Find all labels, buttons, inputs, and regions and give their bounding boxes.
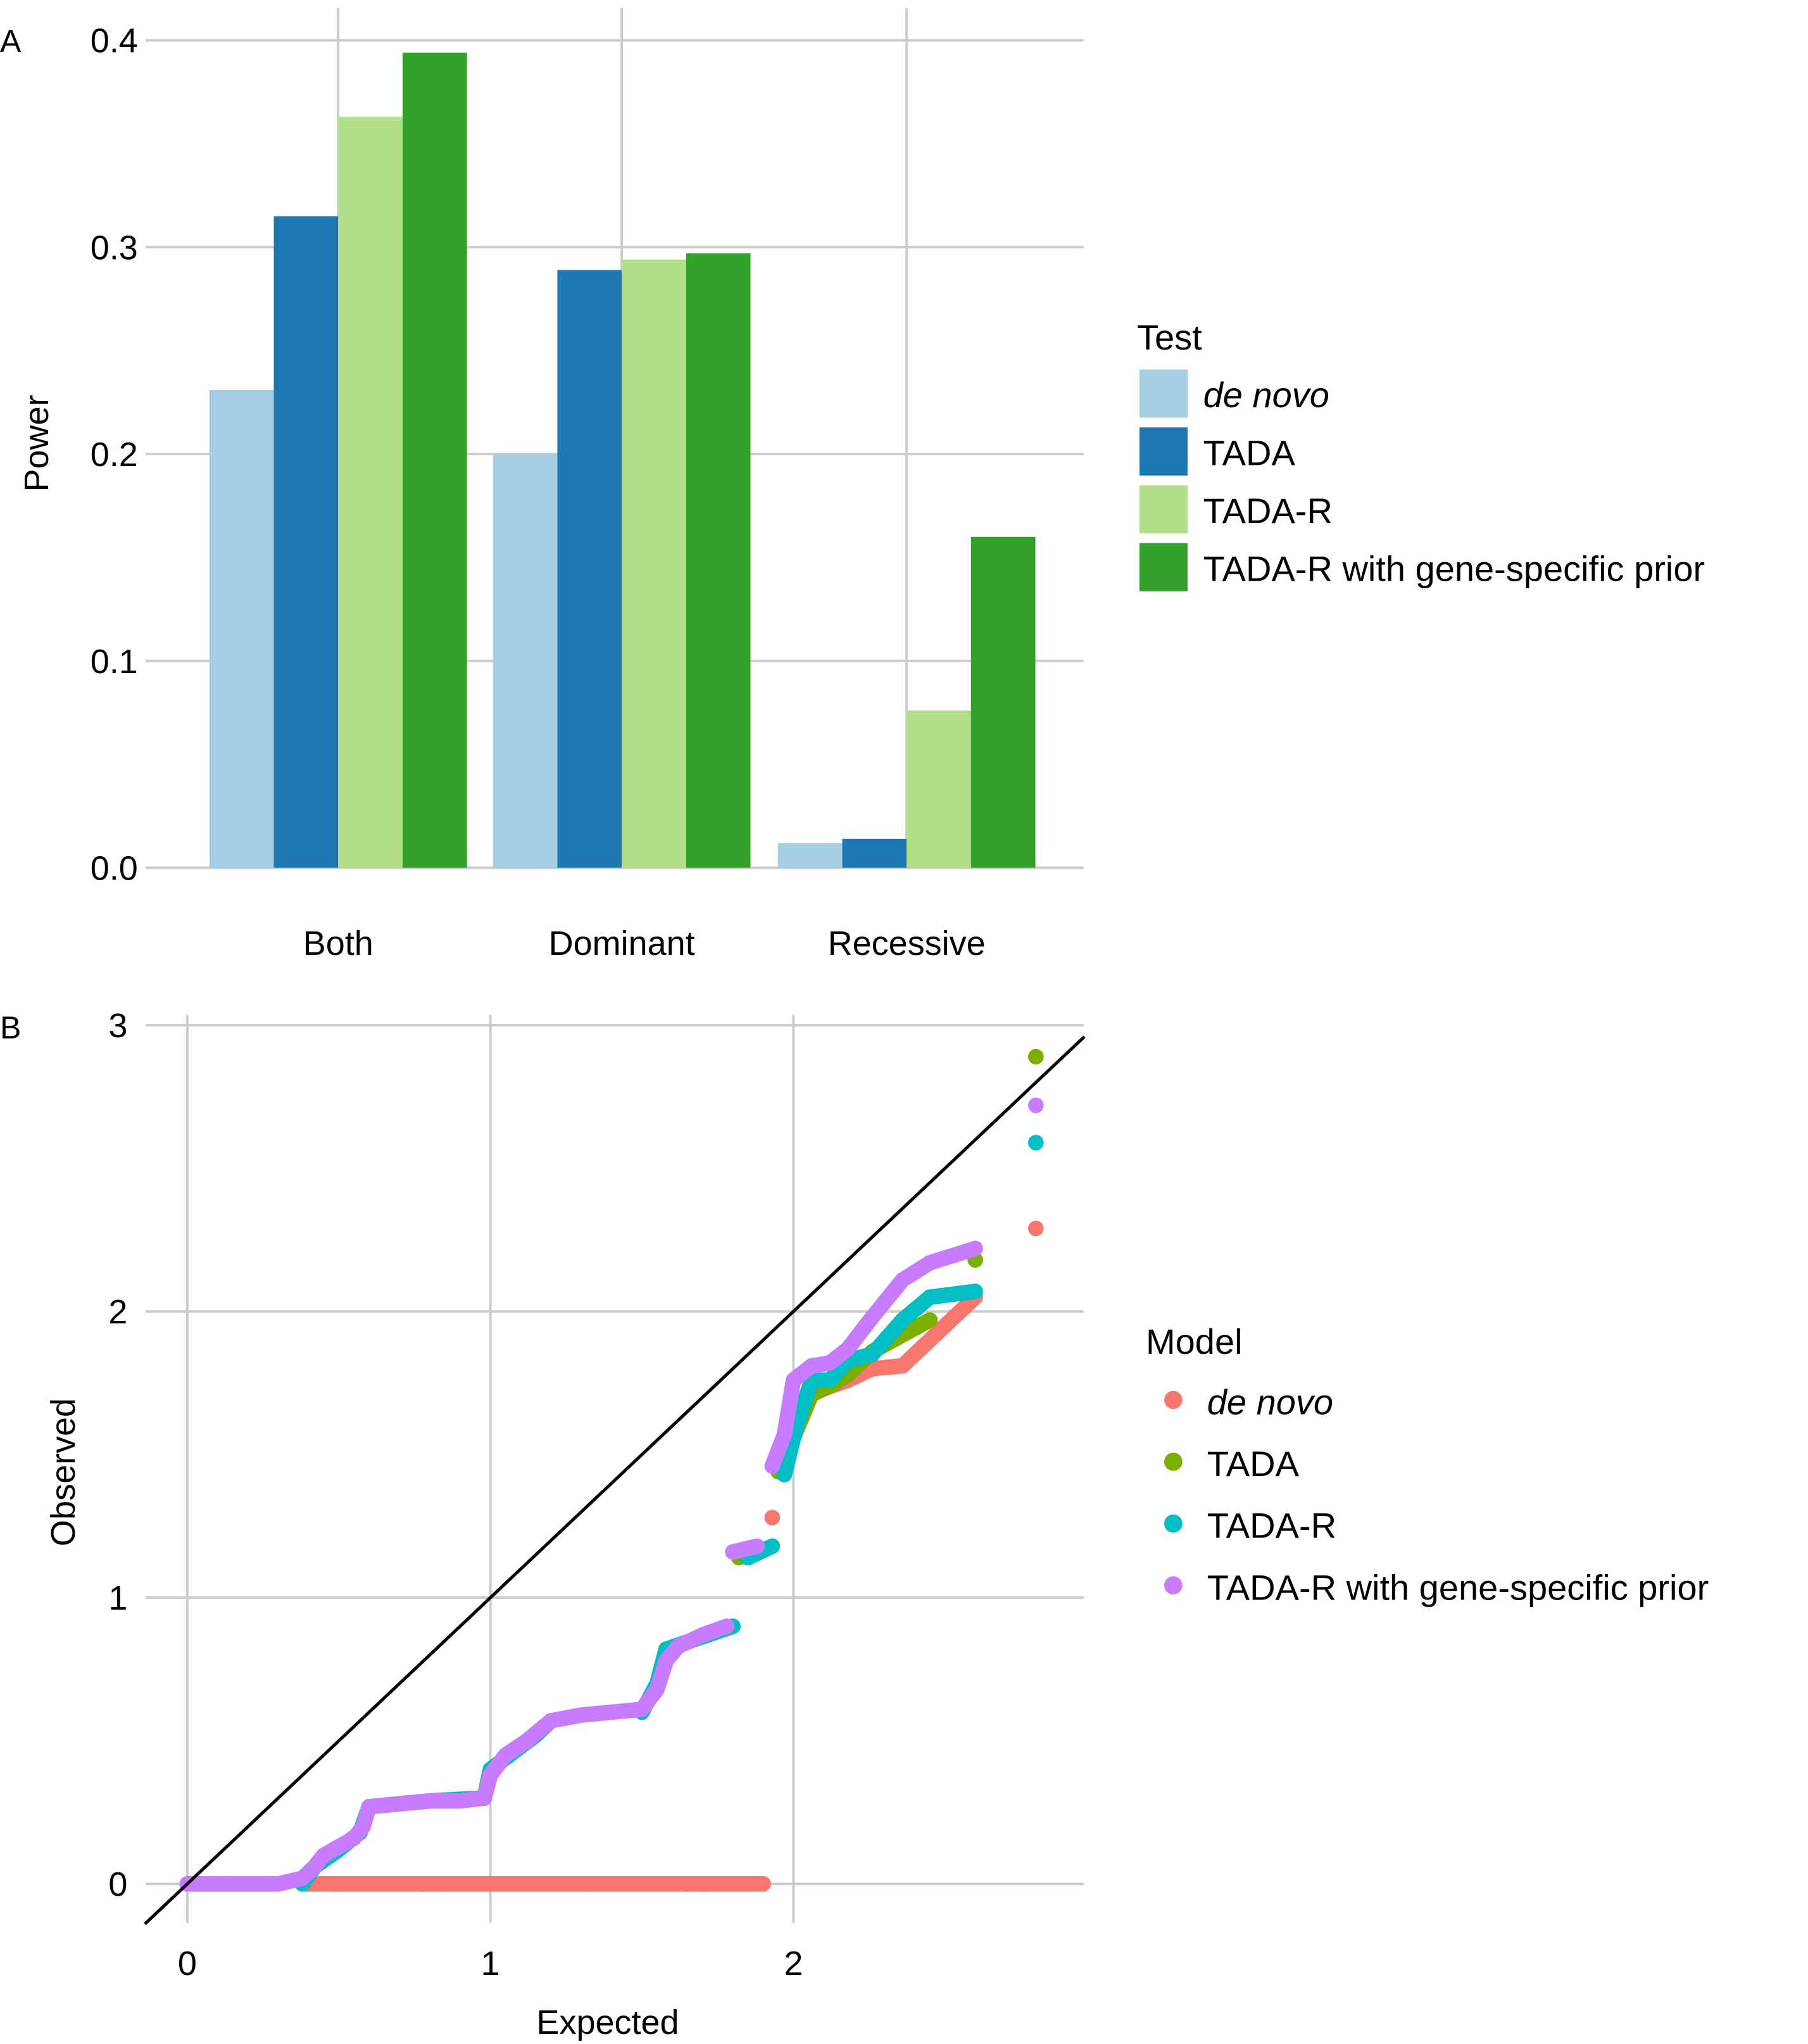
panel-b-reference-line bbox=[144, 1035, 1086, 1926]
legend-dot-tada bbox=[1164, 1453, 1183, 1471]
panel-a-y-tick-label: 0.0 bbox=[91, 849, 138, 887]
panel-b-points bbox=[179, 1049, 1044, 1892]
series-de-novo bbox=[294, 1220, 1044, 1892]
bar-recessive-tada-r-with-gene-specific-prior bbox=[970, 536, 1036, 868]
panel-a-bar-chart: A 0.00.10.20.30.4 Both Dominant Recessive … bbox=[0, 8, 1705, 962]
data-point bbox=[1028, 1049, 1044, 1065]
legend-label: TADA bbox=[1203, 433, 1296, 473]
data-point bbox=[967, 1240, 983, 1257]
legend-label: TADA-R bbox=[1203, 491, 1333, 531]
panel-b-x-tick-label: 1 bbox=[481, 1945, 500, 1983]
panel-b-y-tick-label: 2 bbox=[108, 1293, 127, 1331]
panel-a-y-tick-label: 0.4 bbox=[91, 22, 138, 60]
bar-dominant-tada bbox=[557, 270, 622, 868]
series-tada-r bbox=[179, 1135, 1044, 1892]
legend-key-tada-r bbox=[1139, 485, 1188, 534]
panel-b-x-tick-label: 2 bbox=[784, 1945, 803, 1983]
panel-a-x-ticks: Both Dominant Recessive bbox=[303, 924, 986, 962]
panel-b-x-axis-title: Expected bbox=[536, 2003, 679, 2041]
panel-a-y-tick-label: 0.1 bbox=[91, 643, 138, 681]
legend-key-tada bbox=[1139, 427, 1188, 476]
panel-a-legend: Test de novo TADA TADA-R TADA-R with gene-s… bbox=[1137, 317, 1705, 591]
legend-dot-tada-r-with-gene-specific-prior bbox=[1164, 1576, 1183, 1595]
legend-key-tada-r-with-gene-specific-prior bbox=[1139, 543, 1188, 591]
legend-dot-de-novo bbox=[1164, 1391, 1183, 1410]
legend-label: de novo bbox=[1207, 1382, 1333, 1422]
panel-b-y-ticks: 0 1 2 3 bbox=[108, 1007, 127, 1903]
data-point bbox=[1028, 1097, 1044, 1114]
panel-a-label: A bbox=[0, 23, 22, 59]
data-point bbox=[1028, 1220, 1044, 1237]
data-point bbox=[749, 1538, 765, 1555]
panel-a-x-tick-label: Recessive bbox=[828, 924, 986, 962]
bar-dominant-tada-r-with-gene-specific-prior bbox=[686, 253, 751, 868]
legend-label: TADA-R with gene-specific prior bbox=[1207, 1567, 1709, 1607]
panel-b-qq-plot: B 0 1 2 3 0 1 2 Observed Expected Model de no… bbox=[0, 1007, 1709, 2041]
bar-both-tada bbox=[273, 216, 339, 868]
legend-label: de novo bbox=[1203, 375, 1329, 415]
bar-dominant-tada-r bbox=[622, 259, 686, 868]
panel-b-x-ticks: 0 1 2 bbox=[178, 1945, 803, 1983]
series-tada bbox=[179, 1049, 1044, 1892]
panel-a-y-tick-label: 0.3 bbox=[91, 229, 138, 267]
data-point bbox=[1028, 1135, 1044, 1151]
panel-b-y-axis-title: Observed bbox=[44, 1398, 82, 1546]
data-point bbox=[967, 1284, 983, 1299]
legend-label: TADA bbox=[1207, 1444, 1300, 1484]
panel-b-x-tick-label: 0 bbox=[178, 1945, 197, 1983]
panel-a-y-axis-title: Power bbox=[18, 394, 56, 491]
panel-a-y-tick-label: 0.2 bbox=[91, 436, 138, 474]
panel-a-y-ticks: 0.0 0.1 0.2 0.3 0.4 bbox=[91, 22, 138, 888]
legend-label: TADA-R with gene-specific prior bbox=[1203, 548, 1705, 588]
panel-a-x-tick-label: Dominant bbox=[549, 924, 695, 962]
panel-a-legend-title: Test bbox=[1137, 317, 1202, 357]
bar-recessive-de-novo bbox=[777, 843, 843, 868]
data-point bbox=[755, 1876, 771, 1892]
panel-b-gridlines bbox=[146, 1014, 1084, 1923]
data-point bbox=[922, 1312, 938, 1328]
data-point bbox=[719, 1618, 735, 1634]
panel-b-label: B bbox=[0, 1010, 21, 1045]
data-point bbox=[764, 1538, 781, 1555]
bar-dominant-de-novo bbox=[493, 454, 558, 868]
data-point bbox=[764, 1510, 781, 1525]
series-tada-r-with-gene-specific-prior bbox=[179, 1097, 1044, 1892]
panel-b-legend-title: Model bbox=[1146, 1322, 1243, 1361]
legend-dot-tada-r bbox=[1164, 1514, 1183, 1533]
panel-a-x-tick-label: Both bbox=[303, 924, 374, 962]
bar-recessive-tada-r bbox=[907, 710, 971, 868]
bar-both-tada-r bbox=[338, 117, 403, 868]
panel-b-y-tick-label: 0 bbox=[108, 1865, 127, 1903]
bar-both-tada-r-with-gene-specific-prior bbox=[402, 53, 467, 868]
bar-both-de-novo bbox=[209, 389, 274, 868]
legend-key-de-novo bbox=[1139, 369, 1188, 418]
panel-b-y-tick-label: 1 bbox=[108, 1579, 127, 1617]
panel-b-legend: Model de novo TADA TADA-R TADA-R with gene-… bbox=[1146, 1322, 1709, 1607]
panel-a-bars bbox=[209, 53, 1036, 868]
panel-b-y-tick-label: 3 bbox=[108, 1007, 127, 1045]
bar-recessive-tada bbox=[842, 838, 907, 868]
legend-label: TADA-R bbox=[1207, 1506, 1336, 1546]
